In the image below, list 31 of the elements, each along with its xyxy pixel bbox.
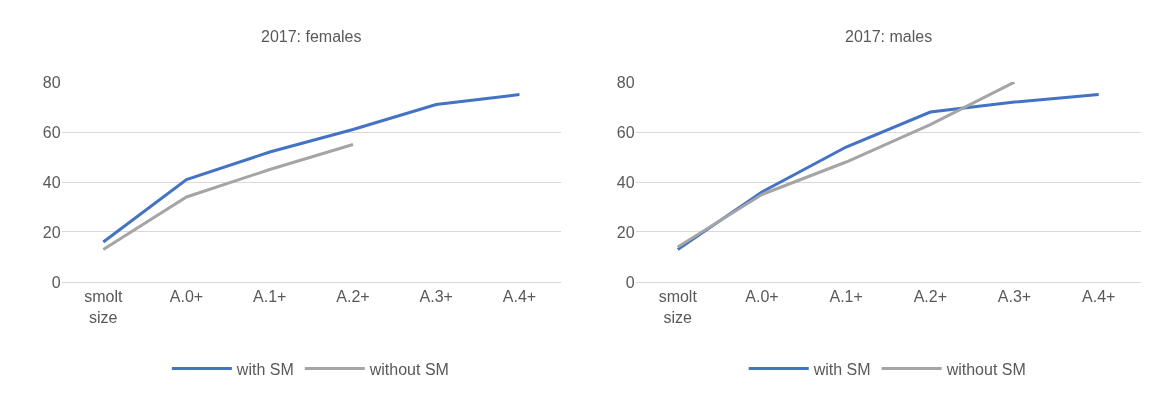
y-tick-label: 60 bbox=[42, 123, 61, 141]
line-series bbox=[101, 143, 355, 251]
y-tick-label: 0 bbox=[625, 273, 635, 291]
x-tick-label: A.3+ bbox=[419, 288, 453, 306]
x-tick-label: A.0+ bbox=[169, 288, 204, 306]
legend-label: with SM bbox=[235, 360, 294, 378]
chart-title: 2017: females bbox=[261, 28, 362, 45]
x-tick-label: A.0+ bbox=[745, 288, 779, 306]
chart-title: 2017: males bbox=[845, 28, 933, 45]
x-tick-label: A.2+ bbox=[336, 288, 370, 306]
legend-label: without SM bbox=[945, 360, 1026, 378]
y-tick-label: 40 bbox=[616, 173, 635, 191]
x-tick-label: A.4+ bbox=[502, 288, 537, 306]
y-tick-label: 80 bbox=[42, 73, 61, 91]
x-tick-label: smolt size bbox=[84, 288, 123, 326]
legend-label: with SM bbox=[812, 360, 871, 378]
x-tick-label: A.4+ bbox=[1082, 288, 1116, 306]
x-tick-label: A.2+ bbox=[913, 288, 947, 306]
y-tick-label: 60 bbox=[616, 123, 635, 141]
legend-label: without SM bbox=[368, 360, 449, 378]
line-series bbox=[676, 82, 1016, 249]
x-tick-label: smolt size bbox=[658, 288, 698, 326]
y-tick-label: 0 bbox=[51, 273, 61, 291]
x-tick-label: A.1+ bbox=[829, 288, 863, 306]
y-tick-label: 40 bbox=[42, 173, 61, 191]
line-series bbox=[101, 93, 521, 244]
x-tick-label: A.1+ bbox=[253, 288, 287, 306]
x-tick-label: A.3+ bbox=[997, 288, 1032, 306]
y-tick-label: 20 bbox=[616, 223, 635, 241]
y-tick-label: 80 bbox=[616, 73, 635, 91]
y-tick-label: 20 bbox=[42, 223, 61, 241]
